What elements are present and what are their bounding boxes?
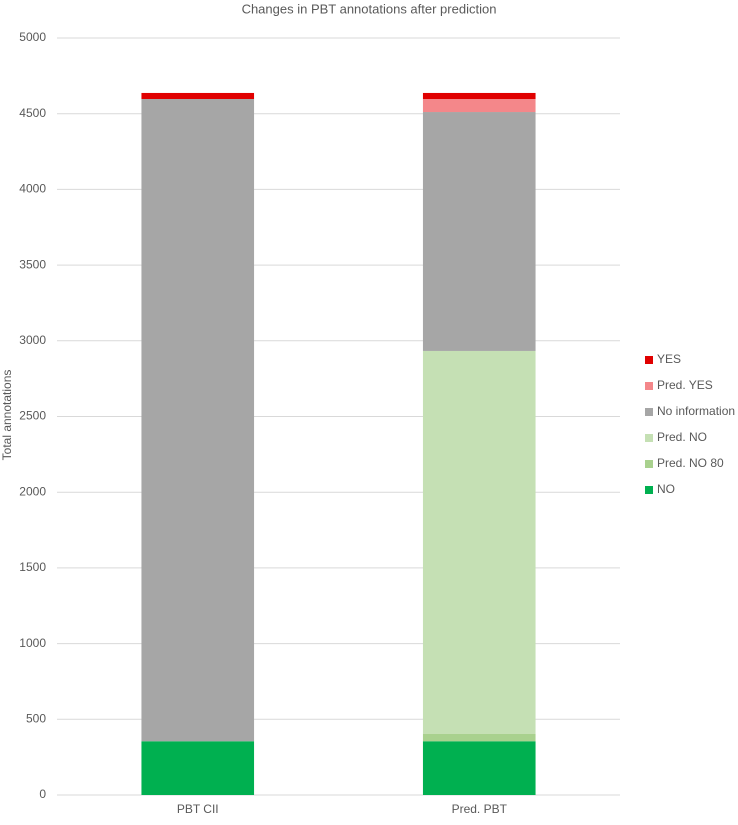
x-tick-label: Pred. PBT: [452, 802, 508, 816]
legend-swatch: [645, 486, 653, 494]
bar-segment: [422, 733, 536, 742]
legend-label: No information: [657, 404, 735, 418]
bar-segment: [422, 741, 536, 795]
y-tick-label: 500: [26, 711, 46, 725]
bar-segment: [141, 741, 255, 795]
bar-segment: [422, 92, 536, 100]
legend-label: Pred. YES: [657, 378, 713, 392]
y-tick-label: 2500: [19, 409, 46, 423]
y-tick-label: 4000: [19, 182, 46, 196]
y-tick-label: 1500: [19, 560, 46, 574]
legend-swatch: [645, 408, 653, 416]
bar-segment: [422, 350, 536, 734]
legend-label: Pred. NO 80: [657, 456, 724, 470]
y-tick-label: 1000: [19, 636, 46, 650]
legend-label: NO: [657, 482, 675, 496]
y-tick-label: 0: [39, 787, 46, 801]
legend-swatch: [645, 434, 653, 442]
bar-segment: [422, 99, 536, 113]
legend-swatch: [645, 382, 653, 390]
y-tick-label: 4500: [19, 106, 46, 120]
y-tick-label: 2000: [19, 484, 46, 498]
y-axis-label: Total annotations: [0, 370, 14, 461]
bar-segment: [141, 92, 255, 100]
y-tick-label: 5000: [19, 30, 46, 44]
y-tick-label: 3000: [19, 333, 46, 347]
chart-title: Changes in PBT annotations after predict…: [242, 1, 497, 16]
legend-swatch: [645, 356, 653, 364]
y-tick-label: 3500: [19, 257, 46, 271]
bar-segment: [422, 112, 536, 351]
bar-segment: [141, 99, 255, 742]
legend-label: Pred. NO: [657, 430, 707, 444]
legend-swatch: [645, 460, 653, 468]
x-tick-label: PBT CII: [177, 802, 219, 816]
legend-label: YES: [657, 352, 681, 366]
